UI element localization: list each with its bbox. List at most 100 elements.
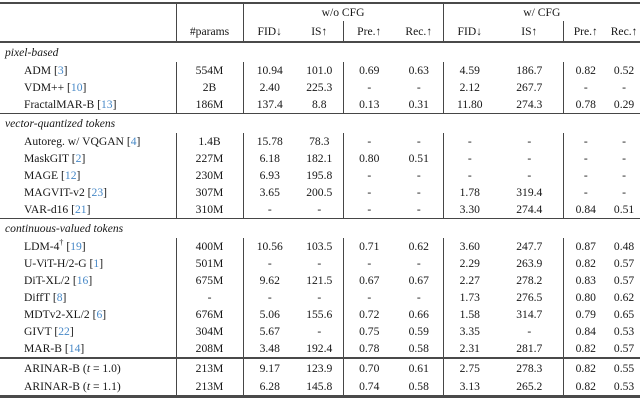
metric-cell: - (395, 79, 444, 96)
section-title: continuous-valued tokens (0, 218, 640, 238)
metric-cell: 6.28 (243, 377, 296, 398)
metric-cell: 0.51 (395, 150, 444, 167)
metric-cell: - (296, 201, 344, 219)
metric-cell: 0.82 (575, 257, 596, 270)
metric-cell: 5.67 (259, 325, 280, 338)
metric-cell: - (367, 291, 372, 304)
group-header-wo-cfg: w/o CFG (243, 2, 444, 21)
citation-link[interactable]: 12 (64, 169, 77, 182)
metric-cell: - (395, 255, 444, 272)
citation-link[interactable]: 3 (57, 64, 64, 77)
col-header-params: #params (176, 21, 244, 43)
citation-link[interactable]: 21 (75, 203, 87, 216)
model-name-text: MDTv2-XL/2 (24, 308, 90, 321)
metric-cell: 9.17 (243, 357, 296, 377)
metric-cell: - (395, 133, 444, 150)
metric-cell: 5.06 (259, 308, 280, 321)
metric-cell: - (395, 184, 444, 201)
metric-cell: 0.55 (608, 357, 640, 377)
metric-cell: 137.4 (256, 98, 283, 111)
metric-cell: 186.7 (496, 62, 564, 79)
metric-cell: - (496, 133, 564, 150)
metric-cell: 0.82 (563, 377, 609, 398)
metric-cell: - (583, 152, 588, 165)
table-row: LDM-4† [19] 400M 10.56 103.5 0.71 0.62 3.60 247… (0, 238, 640, 255)
col-header-rec-w: Rec.↑ (608, 21, 640, 43)
metric-cell: 0.58 (395, 377, 444, 398)
model-name-text: MaskGIT (24, 152, 69, 165)
metric-cell: - (583, 81, 588, 94)
metric-cell: - (395, 167, 444, 184)
metric-cell: 247.7 (496, 238, 564, 255)
section-header-row: pixel-based (0, 41, 640, 62)
metric-cell: 265.2 (496, 377, 564, 398)
metric-cell: - (496, 167, 564, 184)
params-cell: 400M (176, 238, 244, 255)
citation-link[interactable]: 2 (75, 152, 82, 165)
metric-cell: - (467, 135, 472, 148)
metric-cell: 195.8 (296, 167, 344, 184)
model-name-text: MAGE (24, 169, 59, 182)
model-name-text: LDM-4 (24, 240, 60, 253)
citation-link[interactable]: 10 (70, 81, 83, 94)
citation-link[interactable]: 19 (70, 240, 82, 253)
metric-cell: - (496, 323, 564, 340)
metric-cell: 3.60 (459, 240, 480, 253)
table-row: DiffT [8] - - - - -1.73 276.5 0.80 0.62 (0, 289, 640, 306)
table-row: MaskGIT [2] 227M 6.18 182.1 0.80 0.51 - - - - (0, 150, 640, 167)
model-name-text: DiffT (24, 291, 50, 304)
metric-cell: - (395, 201, 444, 219)
model-label: GIVT [22] (0, 323, 177, 340)
model-name-text: = 1.0) (90, 361, 121, 375)
model-label: MDTv2-XL/2 [6] (0, 306, 177, 323)
metric-cell: 6.18 (259, 152, 280, 165)
metric-cell: 281.7 (496, 340, 564, 358)
metric-cell: 0.63 (395, 62, 444, 79)
math-variable: t (86, 361, 91, 375)
metric-cell: 278.2 (496, 272, 564, 289)
citation-link[interactable]: 8 (56, 291, 63, 304)
metric-cell: 0.57 (613, 257, 635, 270)
metric-cell: 0.71 (359, 240, 380, 253)
metric-cell: 123.9 (296, 357, 344, 377)
metric-cell: 0.82 (563, 357, 609, 377)
metric-cell: 2.29 (459, 257, 480, 270)
model-label: MAGE [12] (0, 167, 177, 184)
col-header-fid-wo: FID↓ (243, 21, 296, 43)
metric-cell: 0.69 (359, 64, 380, 77)
header-spacer-cell (176, 2, 244, 21)
metric-cell: - (622, 169, 626, 182)
citation-link[interactable]: 13 (100, 98, 113, 111)
citation-link[interactable]: 16 (76, 274, 89, 287)
table-row: VDM++ [10] 2B 2.40 225.3 - - 2.12 267.7 - - (0, 79, 640, 96)
citation-link[interactable]: 1 (93, 257, 100, 270)
metric-cell: 274.4 (496, 201, 564, 219)
citation-link[interactable]: 14 (68, 342, 81, 355)
metric-cell: 103.5 (296, 238, 344, 255)
metric-cell: 0.52 (613, 64, 635, 77)
params-cell: 213M (176, 357, 244, 377)
metric-cell: - (367, 169, 372, 182)
metric-cell: 0.84 (575, 203, 596, 216)
citation-link[interactable]: 6 (96, 308, 103, 321)
model-name-text: VAR-d16 (24, 203, 69, 216)
metric-cell: 0.29 (613, 98, 635, 111)
citation-link[interactable]: 22 (58, 325, 70, 338)
table-row: ADM [3] 554M 10.94 101.0 0.69 0.63 4.59 186.7 0.… (0, 62, 640, 79)
params-cell: 304M (176, 323, 244, 340)
metric-cell: 0.72 (359, 308, 380, 321)
model-name-text: DiT-XL/2 (24, 274, 70, 287)
metric-cell: - (267, 257, 272, 270)
citation-link[interactable]: 23 (91, 186, 104, 199)
table-row: MAR-B [14] 208M 3.48 192.4 0.78 0.58 2.31 281.7… (0, 340, 640, 358)
citation-link[interactable]: 4 (130, 135, 137, 148)
metric-cell: - (367, 135, 372, 148)
params-cell: 307M (176, 184, 244, 201)
col-header-rec-wo: Rec.↑ (395, 21, 444, 43)
metric-cell: 1.58 (459, 308, 480, 321)
header-spacer-cell (0, 21, 177, 43)
metric-cell: - (296, 323, 344, 340)
metric-cell: 0.67 (395, 272, 444, 289)
metric-cell: 0.82 (575, 342, 596, 355)
metric-cell: 314.7 (496, 306, 564, 323)
